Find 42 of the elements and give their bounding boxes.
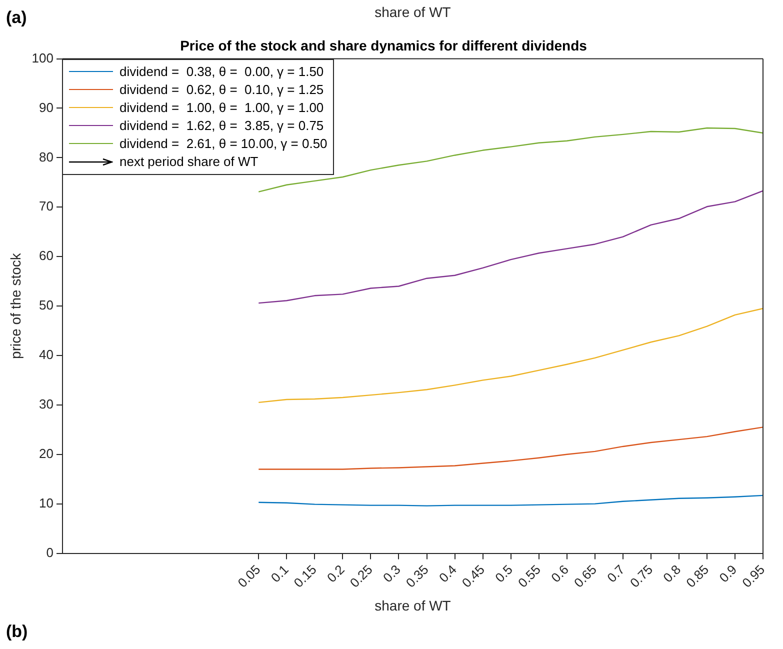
y-tick-label: 20: [39, 446, 54, 461]
x-tick-label: 0.6: [548, 562, 572, 586]
x-tick-label: 0.1: [268, 562, 292, 586]
y-tick-label: 90: [39, 100, 54, 115]
legend-label: dividend = 1.62, θ = 3.85, γ = 0.75: [119, 118, 324, 134]
legend-label: dividend = 0.38, θ = 0.00, γ = 1.50: [119, 64, 324, 80]
x-tick-label: 0.25: [346, 562, 376, 590]
x-tick-label: 0.7: [604, 562, 628, 586]
legend-label: dividend = 0.62, θ = 0.10, γ = 1.25: [119, 82, 324, 98]
x-tick-label: 0.8: [660, 562, 684, 586]
x-tick-label: 0.35: [402, 562, 432, 590]
y-tick-label: 30: [39, 396, 54, 412]
x-tick-label: 0.55: [514, 562, 544, 590]
text: share of WT: [374, 4, 451, 20]
x-tick-label: 0.4: [436, 562, 460, 586]
x-tick-label: 0.9: [716, 562, 740, 586]
y-tick-label: 80: [39, 149, 54, 164]
y-tick-label: 50: [39, 298, 54, 313]
y-tick-label: 10: [39, 495, 54, 510]
x-tick-label: 0.65: [571, 562, 600, 590]
x-tick-label: 0.95: [739, 562, 768, 590]
x-tick-label: 0.15: [290, 562, 320, 590]
text: (b): [6, 622, 28, 642]
legend-label: dividend = 2.61, θ = 10.00, γ = 0.50: [119, 136, 328, 152]
x-tick-label: 0.05: [234, 562, 264, 590]
x-axis-title: share of WT: [374, 597, 452, 614]
chart-title: Price of the stock and share dynamics for different dividends: [180, 37, 588, 54]
x-tick-label: 0.2: [324, 562, 348, 586]
x-tick-label: 0.3: [380, 562, 404, 586]
annotation: next period share of WT: [119, 154, 258, 170]
text: (a): [6, 8, 27, 28]
y-tick-label: 70: [39, 198, 54, 214]
x-tick-label: 0.45: [458, 562, 488, 590]
y-tick-label: 40: [39, 347, 54, 362]
y-tick-label: 60: [39, 248, 54, 264]
legend-label: dividend = 1.00, θ = 1.00, γ = 1.00: [119, 100, 324, 116]
y-tick-label: 100: [32, 50, 54, 66]
y-tick-label: 0: [46, 544, 54, 560]
y-axis-title: price of the stock: [7, 252, 24, 359]
x-tick-label: 0.5: [492, 562, 516, 586]
x-tick-label: 0.85: [683, 562, 712, 590]
x-tick-label: 0.75: [627, 562, 656, 590]
